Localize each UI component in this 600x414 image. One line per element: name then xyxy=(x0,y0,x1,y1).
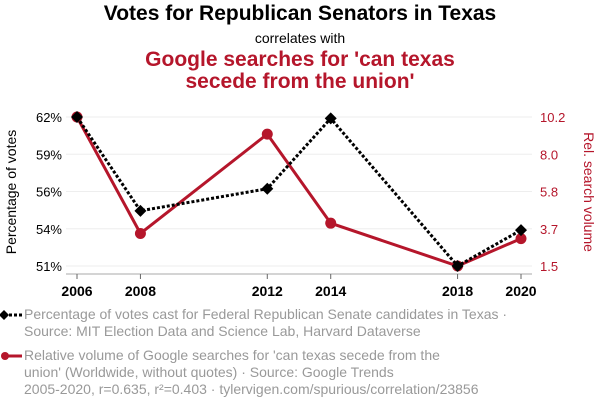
legend-votes-marker-icon xyxy=(0,310,22,320)
y-axis-right: 10.2 8.0 5.8 3.7 1.5 xyxy=(540,110,565,274)
y-tick-label-right: 1.5 xyxy=(540,259,558,274)
y-tick-label-right: 5.8 xyxy=(540,185,558,200)
legend-item-votes: Percentage of votes cast for Federal Rep… xyxy=(0,306,600,340)
x-tick-label: 2008 xyxy=(125,283,156,299)
legend-searches-line2: union' (Worldwide, without quotes) · Sou… xyxy=(24,364,394,380)
data-point-searches xyxy=(261,128,273,140)
legend-item-searches: Relative volume of Google searches for '… xyxy=(0,347,600,381)
data-point-votes xyxy=(71,111,83,123)
data-point-votes xyxy=(134,204,147,217)
chart-svg: 2006 2008 2012 2014 2018 2020 62% 59% 56% 54% 51%… xyxy=(3,110,597,299)
gridlines xyxy=(66,116,532,267)
legend-searches-line1: Relative volume of Google searches for '… xyxy=(24,347,440,363)
chart-title-secondary: Google searches for 'can texas secede fr… xyxy=(0,49,600,93)
legend: Percentage of votes cast for Federal Rep… xyxy=(0,306,600,388)
y-tick-label-right: 8.0 xyxy=(540,147,558,162)
legend-searches-marker-icon xyxy=(1,352,22,360)
y-axis-left-label: Percentage of votes xyxy=(3,130,19,255)
x-tick-label: 2018 xyxy=(442,283,473,299)
y-tick-label-left: 56% xyxy=(36,185,62,200)
y-axis-left: 62% 59% 56% 54% 51% xyxy=(36,110,62,274)
data-point-searches xyxy=(134,227,146,239)
data-point-votes xyxy=(324,112,337,125)
data-point-searches xyxy=(515,233,527,245)
y-axis-right-label: Rel. search volume xyxy=(581,132,597,252)
data-point-votes xyxy=(261,182,274,195)
chart-title: Votes for Republican Senators in Texas xyxy=(103,2,497,25)
x-tick-label: 2012 xyxy=(252,283,283,299)
y-tick-label-left: 59% xyxy=(36,147,62,162)
x-axis: 2006 2008 2012 2014 2018 2020 xyxy=(61,273,537,299)
legend-votes-line2: Source: MIT Election Data and Science La… xyxy=(24,323,421,339)
y-tick-label-right: 3.7 xyxy=(540,222,558,237)
legend-votes-line1: Percentage of votes cast for Federal Rep… xyxy=(24,306,508,322)
data-point-votes xyxy=(451,260,464,272)
data-point-searches xyxy=(325,217,337,229)
y-tick-label-left: 62% xyxy=(36,110,62,125)
y-tick-label-right: 10.2 xyxy=(540,110,565,125)
y-tick-label-left: 54% xyxy=(36,222,62,237)
data-point-votes xyxy=(515,224,527,237)
x-tick-label: 2014 xyxy=(315,283,346,299)
title2-line1: Google searches for 'can texas xyxy=(145,48,455,71)
x-tick-label: 2006 xyxy=(61,283,92,299)
series-votes xyxy=(71,111,527,272)
y-tick-label-left: 51% xyxy=(36,259,62,274)
title2-line2: secede from the union' xyxy=(185,70,415,93)
chart-subtitle: correlates with xyxy=(254,30,346,46)
x-tick-label: 2020 xyxy=(505,283,536,299)
footer-citation: 2005-2020, r=0.635, r²=0.403 · tylervige… xyxy=(24,381,479,397)
